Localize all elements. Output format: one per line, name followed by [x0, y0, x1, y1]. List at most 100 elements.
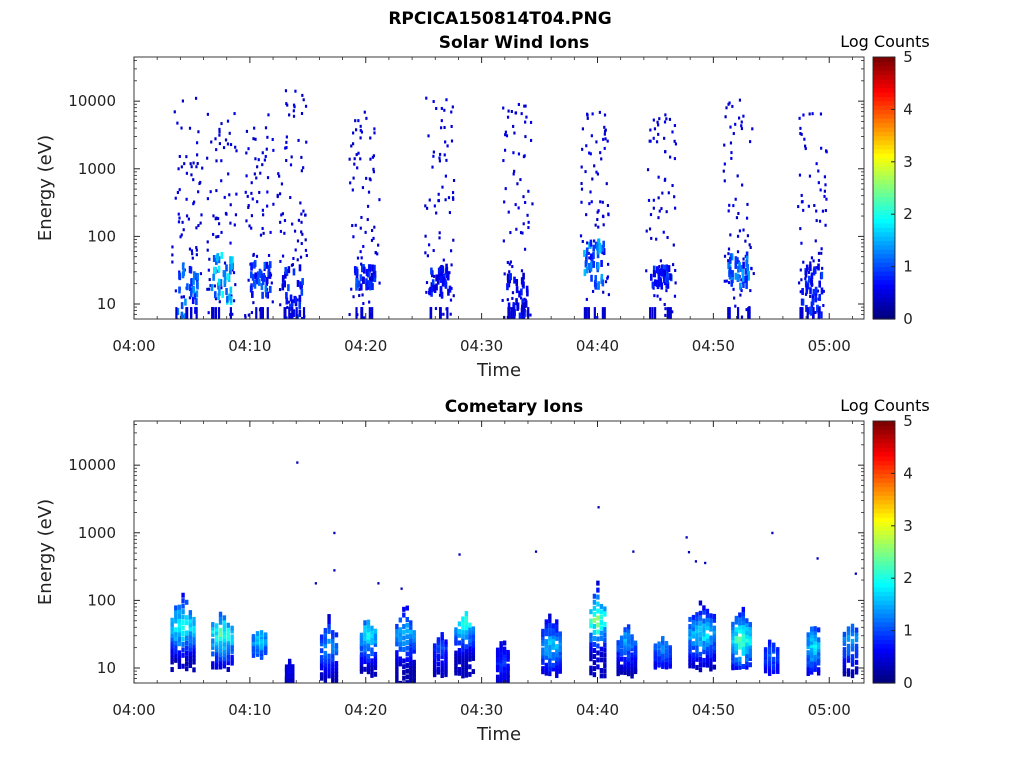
- data-cell: [603, 132, 606, 136]
- data-cell: [291, 222, 294, 226]
- data-cell: [222, 659, 227, 665]
- data-cell: [511, 265, 514, 269]
- data-cell: [663, 264, 667, 272]
- data-cell: [327, 673, 331, 679]
- data-cell: [219, 279, 223, 287]
- data-cell: [267, 264, 271, 272]
- data-cell: [370, 629, 374, 635]
- data-cell: [551, 641, 555, 647]
- data-cell: [304, 213, 307, 217]
- data-cell: [728, 266, 732, 274]
- data-cell: [247, 278, 250, 282]
- data-cell: [619, 648, 624, 654]
- data-cell: [441, 265, 445, 273]
- data-cell: [816, 304, 819, 312]
- data-cell: [749, 140, 752, 144]
- data-cell: [691, 663, 696, 669]
- data-cell: [331, 641, 335, 647]
- data-cell: [188, 650, 193, 656]
- data-cell: [331, 675, 335, 681]
- data-cell: [555, 664, 559, 670]
- data-cell: [371, 307, 374, 319]
- data-cell: [709, 644, 713, 650]
- data-cell: [502, 239, 505, 243]
- data-cell: [405, 674, 409, 680]
- data-cell: [454, 670, 458, 676]
- data-cell: [398, 617, 403, 623]
- data-cell: [585, 247, 589, 255]
- data-cell: [595, 140, 598, 144]
- data-cell: [373, 631, 378, 637]
- data-cell: [437, 192, 440, 196]
- data-cell: [302, 307, 306, 319]
- data-cell: [748, 631, 752, 637]
- data-cell: [842, 647, 847, 653]
- data-cell: [599, 668, 604, 674]
- data-cell: [809, 306, 812, 314]
- colorbar-segment: [873, 83, 895, 89]
- data-cell: [813, 643, 817, 649]
- data-cell: [517, 103, 520, 107]
- data-cell: [252, 137, 255, 141]
- data-cell: [223, 261, 227, 265]
- data-cell: [471, 655, 476, 661]
- data-cell: [763, 647, 768, 653]
- data-cell: [740, 278, 743, 282]
- data-cell: [174, 640, 178, 646]
- colorbar-segment: [873, 538, 895, 544]
- data-cell: [806, 665, 810, 671]
- data-cell: [331, 645, 335, 651]
- data-cell: [440, 632, 444, 638]
- data-cell: [506, 679, 510, 683]
- data-cell: [652, 136, 655, 140]
- data-cell: [558, 653, 562, 659]
- data-cell: [190, 307, 193, 319]
- data-cell: [725, 106, 728, 110]
- data-cell: [352, 235, 355, 239]
- data-cell: [468, 645, 472, 651]
- data-cell: [749, 289, 752, 293]
- data-cell: [269, 285, 272, 293]
- data-cell: [548, 644, 552, 650]
- data-cell: [351, 188, 354, 192]
- data-cell: [521, 307, 524, 319]
- data-cell: [665, 264, 669, 272]
- data-point: [458, 553, 461, 556]
- data-cell: [630, 652, 634, 658]
- data-cell: [805, 264, 809, 272]
- data-cell: [745, 618, 749, 624]
- data-cell: [218, 288, 221, 296]
- data-cell: [370, 632, 374, 638]
- data-cell: [842, 668, 847, 674]
- data-cell: [210, 140, 213, 144]
- data-cell: [748, 640, 752, 646]
- data-cell: [182, 295, 186, 299]
- data-cell: [471, 639, 476, 645]
- data-cell: [253, 172, 256, 176]
- data-cell: [502, 661, 507, 667]
- data-cell: [363, 651, 367, 657]
- data-cell: [184, 298, 187, 306]
- data-cell: [226, 636, 230, 642]
- data-cell: [619, 651, 624, 657]
- data-cell: [662, 230, 665, 234]
- data-cell: [584, 170, 587, 174]
- data-cell: [723, 279, 726, 283]
- data-cell: [504, 130, 508, 134]
- data-cell: [709, 662, 713, 668]
- data-cell: [218, 142, 222, 146]
- data-cell: [395, 623, 399, 629]
- data-cell: [813, 632, 817, 638]
- data-cell: [603, 673, 607, 679]
- data-cell: [355, 153, 358, 157]
- data-cell: [250, 214, 254, 218]
- data-cell: [331, 637, 335, 643]
- data-cell: [648, 227, 652, 231]
- data-cell: [363, 655, 367, 661]
- data-cell: [402, 641, 406, 647]
- data-cell: [850, 638, 855, 644]
- data-cell: [602, 137, 605, 141]
- data-cell: [176, 308, 180, 316]
- colorbar-segment: [873, 91, 895, 97]
- data-cell: [402, 635, 406, 641]
